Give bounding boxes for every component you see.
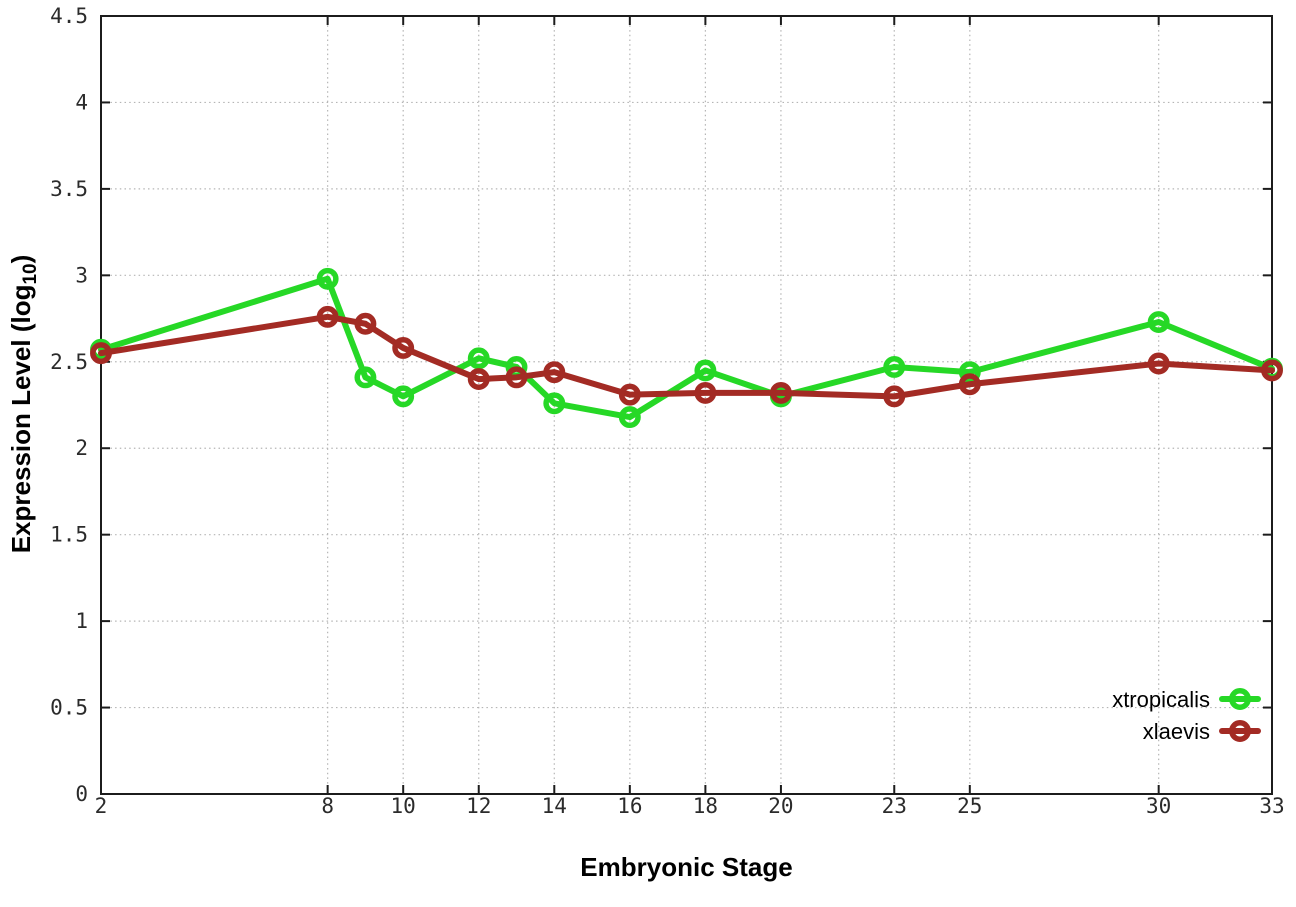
x-tick-label: 16: [617, 794, 642, 818]
data-point-xtropicalis-stage-12: [467, 347, 490, 370]
x-tick-label: 23: [882, 794, 907, 818]
data-point-xlaevis-stage-8: [316, 305, 339, 328]
y-tick-label: 4: [75, 90, 88, 114]
y-axis-title-close: ): [6, 254, 36, 264]
legend-marker-xtropicalis: [1229, 688, 1251, 710]
data-point-xtropicalis-stage-30: [1147, 311, 1170, 333]
data-point-xlaevis-stage-23: [883, 385, 906, 408]
data-point-xlaevis-stage-10: [392, 336, 415, 359]
data-point-xlaevis-stage-33: [1261, 359, 1283, 382]
data-point-xtropicalis-stage-14: [543, 392, 566, 415]
data-point-xtropicalis-stage-25: [958, 361, 981, 384]
data-point-xlaevis-stage-9: [354, 312, 377, 335]
data-point-xtropicalis-stage-18: [694, 359, 717, 382]
plot-border: [100, 15, 1273, 795]
data-point-xlaevis-stage-14: [543, 361, 566, 384]
data-point-xlaevis-stage-18: [694, 381, 717, 404]
y-axis-title: Expression Level (log10): [6, 255, 42, 554]
y-tick-label: 1.5: [50, 523, 88, 547]
data-point-xlaevis-stage-25: [958, 373, 981, 396]
x-tick-label: 10: [391, 794, 416, 818]
data-point-xlaevis-stage-20: [769, 381, 792, 404]
x-tick-label: 33: [1259, 794, 1284, 818]
data-point-xtropicalis-stage-8: [316, 267, 339, 290]
data-point-xlaevis-stage-30: [1147, 352, 1170, 375]
x-tick-label: 2: [95, 794, 108, 818]
x-tick-label: 12: [466, 794, 491, 818]
y-tick-label: 4.5: [50, 4, 88, 28]
x-tick-label: 30: [1146, 794, 1171, 818]
y-axis-title-text: Expression Level (log: [6, 284, 36, 554]
y-tick-label: 3: [75, 263, 88, 287]
legend-label-xtropicalis: xtropicalis: [1112, 687, 1210, 712]
x-tick-label: 8: [321, 794, 334, 818]
x-tick-label: 18: [693, 794, 718, 818]
data-point-xlaevis-stage-13: [505, 366, 528, 389]
legend-marker-xlaevis: [1229, 720, 1251, 742]
series-line-xtropicalis: [98, 275, 1275, 421]
legend-label-xlaevis: xlaevis: [1143, 719, 1210, 744]
y-tick-label: 2: [75, 436, 88, 460]
y-tick-label: 1: [75, 609, 88, 633]
data-point-xtropicalis-stage-9: [354, 366, 377, 389]
x-tick-label: 20: [768, 794, 793, 818]
data-point-xlaevis-stage-12: [467, 368, 490, 391]
y-tick-label: 3.5: [50, 177, 88, 201]
y-tick-label: 0.5: [50, 696, 88, 720]
x-axis-title: Embryonic Stage: [580, 852, 793, 882]
data-point-xlaevis-stage-16: [618, 383, 641, 406]
data-point-xtropicalis-stage-16: [618, 406, 641, 429]
x-tick-label: 14: [542, 794, 567, 818]
x-tick-label: 25: [957, 794, 982, 818]
y-tick-label: 2.5: [50, 350, 88, 374]
y-tick-label: 0: [75, 782, 88, 806]
data-point-xtropicalis-stage-23: [883, 356, 906, 378]
data-point-xlaevis-stage-2: [90, 342, 112, 365]
data-point-xtropicalis-stage-10: [392, 385, 415, 408]
y-axis-title-subscript: 10: [20, 263, 41, 285]
